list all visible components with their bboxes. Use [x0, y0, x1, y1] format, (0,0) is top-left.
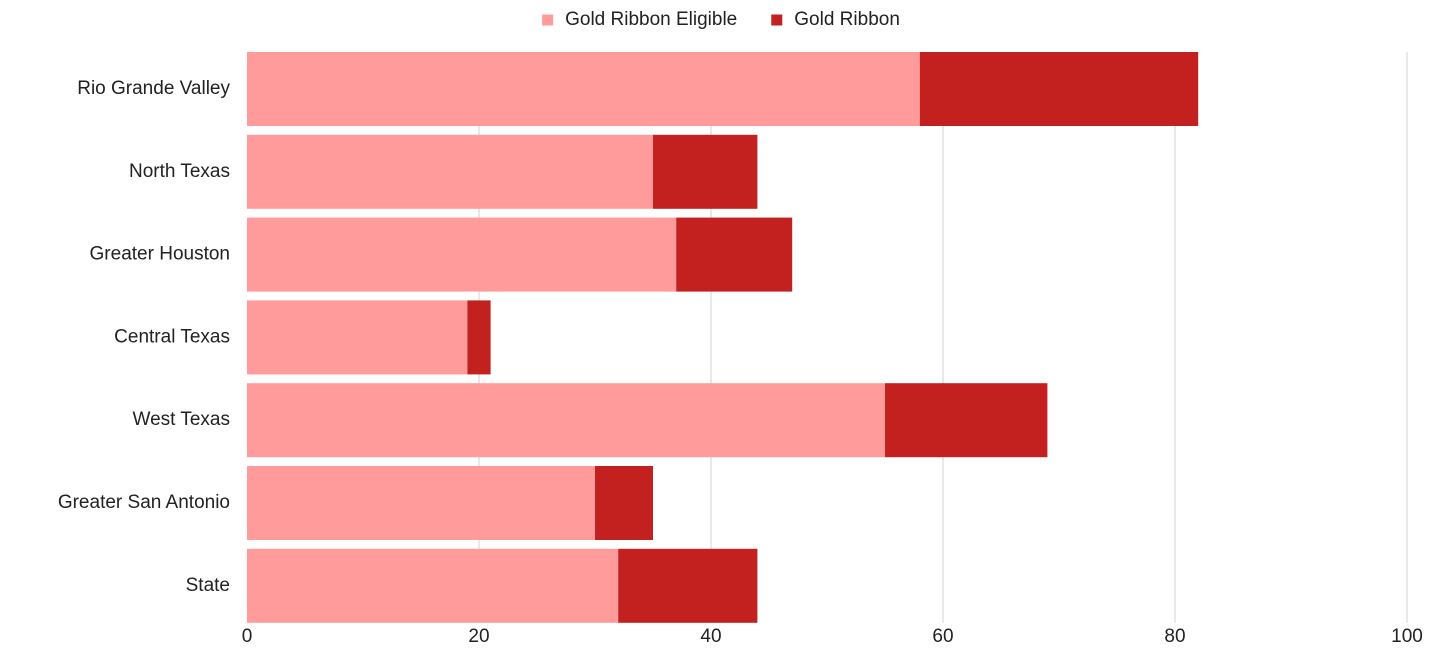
- legend-label-gold-ribbon-eligible: Gold Ribbon Eligible: [565, 9, 737, 30]
- bar-gold-ribbon-north-texas: [653, 134, 758, 209]
- bar-gold-ribbon-greater-houston: [676, 217, 793, 292]
- category-label-greater-san-antonio: Greater San Antonio: [58, 492, 230, 513]
- legend-item-gold-ribbon-eligible[interactable]: Gold Ribbon Eligible: [542, 9, 737, 30]
- x-tick-label-20: 20: [468, 626, 489, 647]
- bar-gold-ribbon-eligible-north-texas: [247, 134, 653, 209]
- legend-swatch-gold-ribbon: [771, 14, 783, 26]
- bar-gold-ribbon-eligible-greater-san-antonio: [247, 466, 595, 540]
- category-axis-labels: Rio Grande Valley North Texas Greater Hous…: [58, 78, 231, 596]
- legend-swatch-gold-ribbon-eligible: [542, 14, 554, 26]
- bar-gold-ribbon-west-texas: [885, 383, 1048, 458]
- x-tick-label-40: 40: [700, 626, 721, 647]
- chart-legend: Gold Ribbon Eligible Gold Ribbon: [542, 9, 900, 30]
- category-label-north-texas: North Texas: [129, 161, 230, 182]
- category-label-rio-grande-valley: Rio Grande Valley: [77, 78, 230, 99]
- category-label-greater-houston: Greater Houston: [90, 244, 230, 265]
- category-label-central-texas: Central Texas: [114, 326, 230, 347]
- bar-gold-ribbon-state: [618, 548, 758, 623]
- bar-gold-ribbon-eligible-west-texas: [247, 383, 885, 458]
- bar-gold-ribbon-eligible-central-texas: [247, 300, 468, 375]
- legend-item-gold-ribbon[interactable]: Gold Ribbon: [771, 9, 900, 30]
- x-tick-label-80: 80: [1164, 626, 1185, 647]
- category-label-state: State: [186, 575, 230, 596]
- legend-label-gold-ribbon: Gold Ribbon: [794, 9, 900, 30]
- x-tick-label-60: 60: [932, 626, 953, 647]
- bar-gold-ribbon-eligible-state: [247, 548, 619, 623]
- x-tick-label-100: 100: [1391, 626, 1423, 647]
- bar-gold-ribbon-rio-grande-valley: [919, 52, 1199, 126]
- category-label-west-texas: West Texas: [132, 409, 230, 430]
- value-axis-tick-labels: 0 20 40 60 80 100: [242, 626, 1423, 647]
- bar-gold-ribbon-eligible-greater-houston: [247, 217, 677, 292]
- bar-gold-ribbon-central-texas: [467, 300, 491, 375]
- bar-gold-ribbon-greater-san-antonio: [595, 466, 653, 540]
- bar-series: [247, 52, 1199, 623]
- bar-gold-ribbon-eligible-rio-grande-valley: [247, 52, 920, 126]
- x-tick-label-0: 0: [242, 626, 253, 647]
